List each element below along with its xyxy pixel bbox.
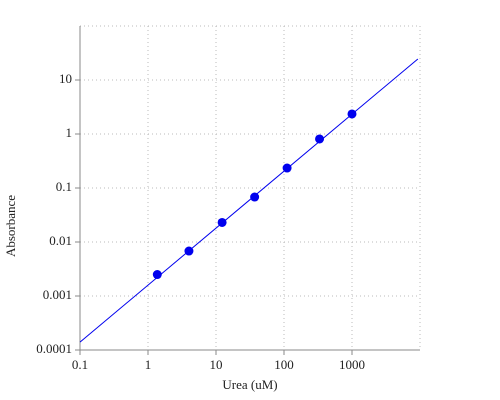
y-tick-label: 10 [59,71,72,86]
x-tick-label: 0.1 [72,357,88,372]
data-point [152,270,162,280]
y-tick-label: 0.0001 [36,341,72,356]
data-point [250,192,260,202]
data-point [315,134,325,144]
fit-line [79,58,419,343]
x-tick-label: 1000 [339,357,365,372]
y-tick-label: 0.01 [49,233,72,248]
x-tick-label: 10 [210,357,223,372]
y-tick-label: 0.1 [56,179,72,194]
x-axis-label: Urea (uM) [222,377,277,392]
x-tick-label: 100 [274,357,294,372]
y-tick-label: 1 [66,125,73,140]
x-tick-label: 1 [145,357,152,372]
y-axis-label: Absorbance [3,195,18,257]
y-tick-label: 0.001 [43,287,72,302]
